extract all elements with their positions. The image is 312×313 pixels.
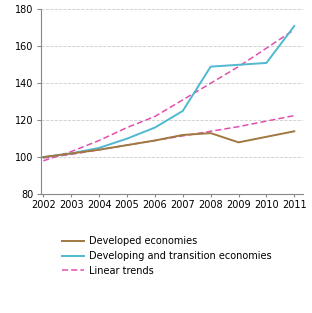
Legend: Developed economies, Developing and transition economies, Linear trends: Developed economies, Developing and tran… [59, 232, 275, 280]
